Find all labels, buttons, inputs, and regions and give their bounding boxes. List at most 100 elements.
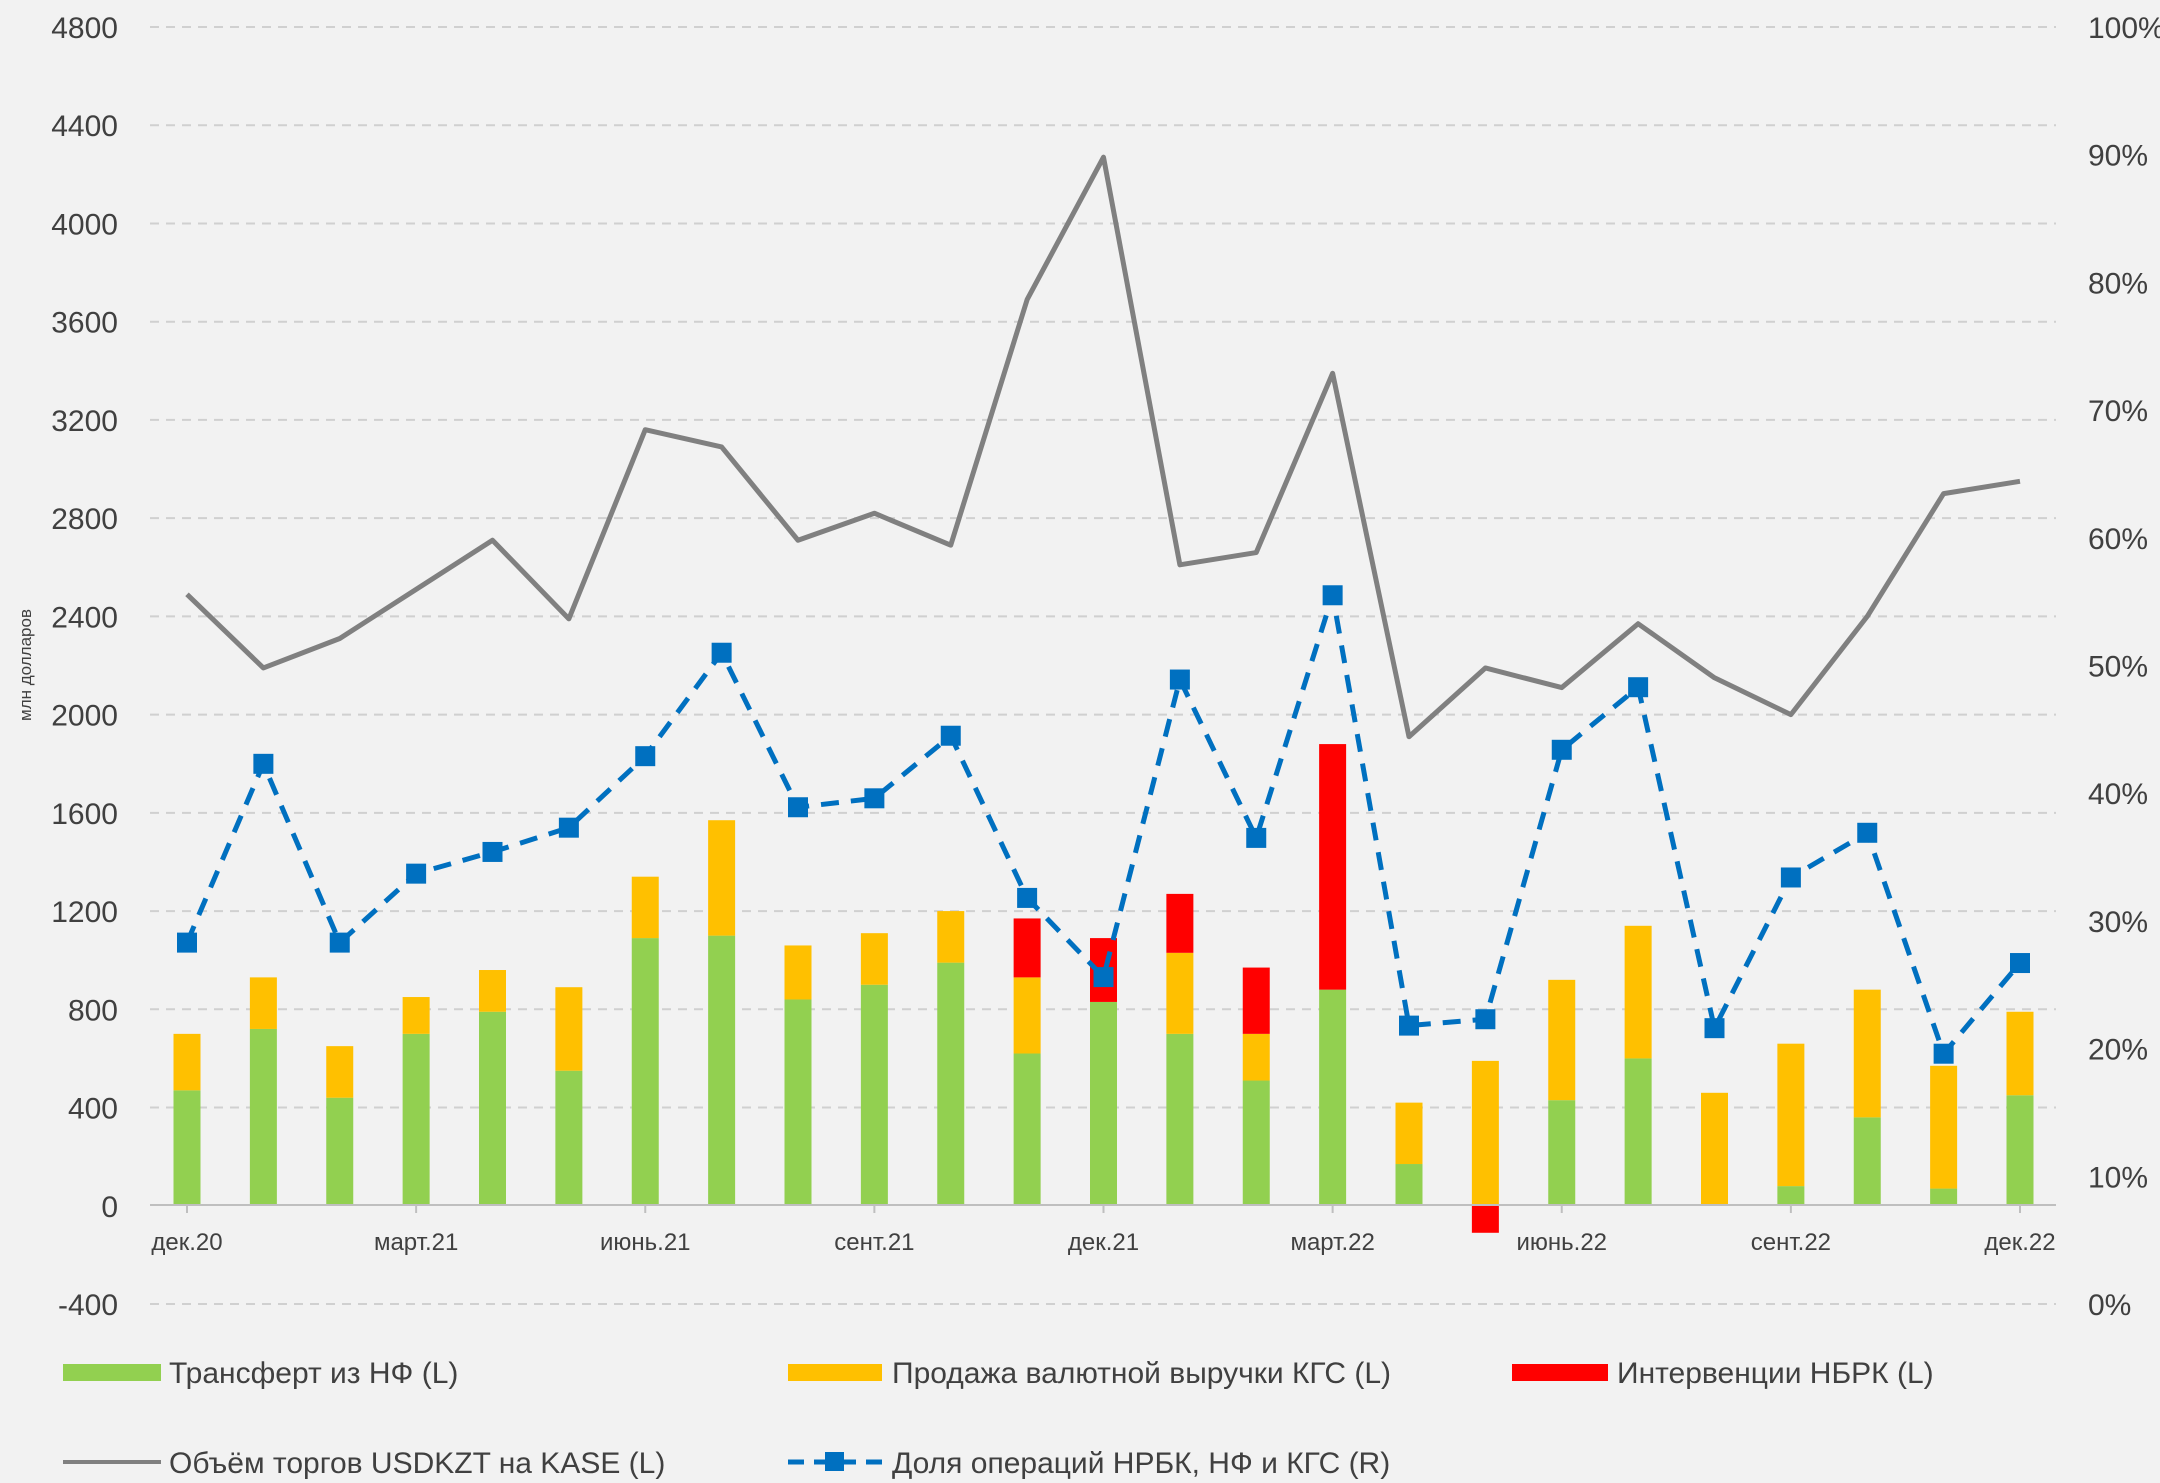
bar-transfer-18 — [1548, 1100, 1576, 1206]
bar-transfer-5 — [555, 1070, 583, 1206]
bar-kgs-sales-3 — [402, 997, 430, 1034]
bar-kgs-sales-21 — [1777, 1043, 1805, 1187]
y-tick-label-3: 800 — [68, 994, 118, 1027]
bar-interventions-13 — [1166, 893, 1194, 953]
marker-share-14 — [1246, 827, 1267, 848]
bar-transfer-8 — [784, 999, 812, 1206]
legend-label-kgs-sales: Продажа валютной выручки КГС (L) — [892, 1357, 1391, 1390]
bar-kgs-sales-11 — [1013, 977, 1041, 1054]
marker-share-10 — [940, 725, 961, 746]
bar-kgs-sales-1 — [249, 977, 277, 1029]
marker-share-9 — [864, 788, 885, 809]
marker-share-8 — [788, 797, 808, 818]
y-tick-label-5: 1600 — [51, 798, 118, 831]
x-tick-label-18: июнь.22 — [1516, 1229, 1607, 1256]
y-tick-label-8: 2800 — [51, 503, 118, 536]
bar-kgs-sales-18 — [1548, 979, 1576, 1101]
y2-tick-label-10: 100% — [2088, 12, 2160, 45]
bar-kgs-sales-20 — [1701, 1092, 1728, 1206]
y2-tick-label-0: 0% — [2088, 1289, 2131, 1322]
bar-interventions-15 — [1319, 744, 1347, 990]
legend-label-transfer: Трансферт из НФ (L) — [169, 1357, 458, 1390]
y-tick-label-13: 4800 — [51, 12, 118, 45]
y2-tick-label-5: 50% — [2088, 651, 2148, 684]
bar-transfer-1 — [249, 1028, 277, 1206]
y-tick-label-2: 400 — [68, 1093, 118, 1126]
gridlines — [150, 26, 2056, 1305]
x-tick-label-0: дек.20 — [151, 1229, 222, 1256]
bar-kgs-sales-13 — [1166, 952, 1194, 1034]
bar-transfer-23 — [1930, 1188, 1958, 1206]
bar-kgs-sales-4 — [479, 970, 506, 1012]
bar-transfer-7 — [708, 935, 736, 1206]
bar-transfer-0 — [173, 1090, 201, 1206]
legend-label-share: Доля операций НРБК, НФ и КГС (R) — [892, 1447, 1390, 1480]
bar-kgs-sales-17 — [1471, 1060, 1499, 1206]
lines — [177, 154, 2030, 1064]
marker-share-19 — [1628, 677, 1649, 698]
x-tick-label-12: дек.21 — [1068, 1229, 1139, 1256]
bar-transfer-11 — [1013, 1053, 1041, 1206]
bar-kgs-sales-8 — [784, 945, 812, 1000]
marker-share-16 — [1399, 1015, 1419, 1036]
marker-share-1 — [253, 753, 274, 774]
marker-share-24 — [2010, 953, 2030, 974]
bar-transfer-21 — [1777, 1186, 1805, 1206]
y-tick-label-10: 3600 — [51, 307, 118, 340]
bar-transfer-24 — [2006, 1095, 2034, 1206]
y2-tick-label-9: 90% — [2088, 140, 2148, 173]
y-tick-label-11: 4000 — [51, 208, 118, 241]
y-tick-label-0: -400 — [58, 1289, 118, 1322]
bar-interventions-17 — [1471, 1205, 1499, 1233]
y2-tick-label-1: 10% — [2088, 1161, 2148, 1194]
bar-kgs-sales-0 — [173, 1033, 201, 1091]
right-axis-ticks: 0% 10% 20% 30% 40% 50% 60% 70% 80% 90% 100% — [2088, 12, 2160, 1322]
y-tick-label-4: 1200 — [51, 896, 118, 929]
bar-transfer-22 — [1853, 1117, 1881, 1206]
bar-transfer-9 — [860, 984, 888, 1206]
y2-tick-label-2: 20% — [2088, 1034, 2148, 1067]
bar-kgs-sales-2 — [326, 1046, 354, 1098]
y-axis-label: млн долларов — [16, 609, 35, 721]
bar-kgs-sales-10 — [937, 911, 965, 963]
y2-tick-label-8: 80% — [2088, 267, 2148, 300]
marker-share-5 — [558, 817, 579, 838]
marker-share-12 — [1093, 967, 1114, 988]
marker-share-22 — [1857, 822, 1878, 843]
bar-kgs-sales-23 — [1930, 1065, 1958, 1189]
legend-swatch-kgs-sales — [788, 1364, 882, 1381]
x-tick-label-3: март.21 — [374, 1229, 458, 1256]
y-tick-label-9: 3200 — [51, 405, 118, 438]
bar-kgs-sales-9 — [860, 933, 888, 985]
bar-kgs-sales-22 — [1853, 989, 1881, 1118]
bar-kgs-sales-24 — [2006, 1011, 2034, 1096]
left-axis-ticks: -400 0 400 800 1200 1600 2000 2400 2800 3200 3600 4… — [51, 12, 118, 1322]
marker-share-6 — [635, 746, 656, 767]
bar-transfer-2 — [326, 1097, 354, 1206]
marker-share-4 — [482, 841, 503, 862]
bar-transfer-4 — [479, 1011, 506, 1206]
legend: Трансферт из НФ (L) Продажа валютной выр… — [63, 1357, 1934, 1480]
legend-marker-share — [825, 1452, 844, 1471]
marker-share-7 — [711, 642, 732, 663]
bar-interventions-14 — [1242, 967, 1270, 1034]
bar-transfer-10 — [937, 962, 965, 1206]
bar-kgs-sales-16 — [1395, 1102, 1423, 1165]
marker-share-11 — [1017, 887, 1038, 908]
line-kase-volume — [185, 154, 2021, 740]
y-tick-label-1: 0 — [101, 1191, 118, 1224]
bar-transfer-19 — [1624, 1058, 1652, 1206]
bar-transfer-16 — [1395, 1164, 1423, 1206]
y2-tick-label-4: 40% — [2088, 778, 2148, 811]
x-tick-label-21: сент.22 — [1751, 1229, 1831, 1256]
bar-kgs-sales-6 — [631, 876, 659, 939]
x-tick-label-6: июнь.21 — [600, 1229, 691, 1256]
legend-swatch-transfer — [63, 1364, 161, 1381]
bar-transfer-3 — [402, 1033, 430, 1206]
legend-label-kase-volume: Объём торгов USDKZT на KASE (L) — [169, 1447, 665, 1480]
legend-label-interventions: Интервенции НБРК (L) — [1617, 1357, 1934, 1390]
x-tick-label-9: сент.21 — [834, 1229, 914, 1256]
y2-tick-label-3: 30% — [2088, 906, 2148, 939]
legend-swatch-interventions — [1512, 1364, 1608, 1381]
